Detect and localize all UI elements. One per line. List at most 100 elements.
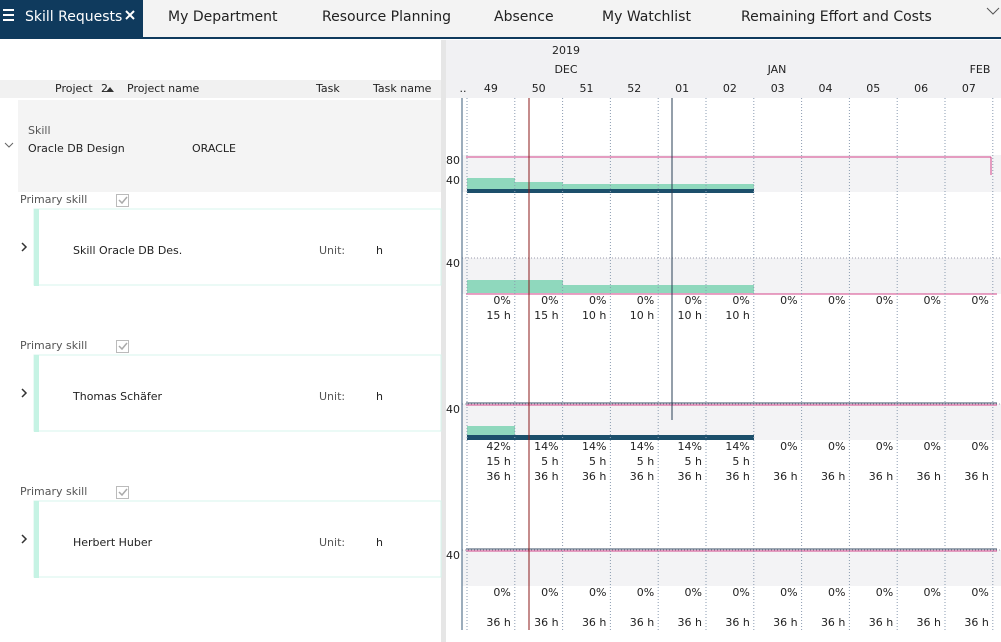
load-value: 0%: [636, 586, 655, 599]
demand-bar: [563, 184, 754, 191]
column-header[interactable]: Task name: [373, 82, 432, 95]
load-value: 0%: [923, 440, 941, 453]
scale-label: 80: [446, 154, 460, 167]
unit: h: [376, 390, 383, 403]
resource-name[interactable]: Skill Oracle DB Des.: [73, 244, 183, 257]
week-label: 06: [914, 82, 929, 95]
unit-label: Unit:: [319, 390, 346, 403]
group-label: Skill: [28, 124, 51, 137]
capacity-value: 36 h: [820, 470, 846, 483]
requested-value: 10 h: [725, 309, 750, 322]
capacity-value: 36 h: [677, 470, 702, 483]
load-value: 14%: [581, 440, 607, 453]
load-value: 0%: [780, 586, 798, 599]
primary-skill-label: Primary skill: [20, 485, 88, 498]
active-tab[interactable]: [0, 0, 143, 38]
capacity-value: 36 h: [725, 616, 750, 629]
capacity-value: 36 h: [534, 616, 559, 629]
tab[interactable]: Resource Planning: [322, 9, 451, 25]
demand-bar: [515, 182, 563, 191]
tab[interactable]: Skill Requests: [25, 9, 123, 25]
unit: h: [376, 536, 383, 549]
load-value: 0%: [541, 586, 559, 599]
capacity-value: 36 h: [773, 470, 798, 483]
demand-bar: [563, 285, 754, 293]
requested-value: 15 h: [486, 309, 511, 322]
load-value: 0%: [541, 294, 559, 307]
week-label: 50: [531, 82, 546, 95]
load-value: 0%: [636, 294, 655, 307]
scale-label: 40: [446, 549, 460, 562]
expand-icon: [21, 388, 28, 398]
row-panel: [33, 354, 442, 432]
load-value: 0%: [875, 440, 894, 453]
load-value: 0%: [971, 440, 989, 453]
menu-icon[interactable]: [3, 9, 14, 21]
sort-arrow[interactable]: [106, 87, 114, 92]
load-value: 0%: [875, 586, 894, 599]
load-value: 0%: [827, 294, 846, 307]
load-value: 0%: [875, 294, 894, 307]
capacity-value: 36 h: [916, 616, 941, 629]
column-header[interactable]: Project name: [127, 82, 200, 95]
capacity-value: 36 h: [581, 470, 607, 483]
tab-overflow[interactable]: [986, 7, 1000, 15]
requested-value: 5 h: [636, 455, 655, 468]
row-accent: [34, 209, 39, 286]
month-label: DEC: [554, 63, 578, 76]
demand-bar: [467, 178, 515, 191]
load-value: 0%: [971, 294, 989, 307]
unit-label: Unit:: [319, 244, 346, 257]
load-value: 0%: [588, 294, 607, 307]
expand-icon: [21, 534, 28, 544]
checkbox: [116, 486, 129, 499]
year-label: 2019: [552, 44, 580, 57]
month-label: FEB: [969, 63, 991, 76]
requested-value: 5 h: [541, 455, 559, 468]
capacity-value: 36 h: [677, 616, 702, 629]
load-value: 14%: [677, 440, 702, 453]
tab[interactable]: Remaining Effort and Costs: [741, 9, 932, 25]
band: [462, 550, 1001, 586]
tab[interactable]: My Watchlist: [602, 9, 691, 25]
checkmark: [118, 342, 128, 351]
month-label: JAN: [767, 63, 787, 76]
load-value: 0%: [732, 294, 750, 307]
load-value: 42%: [486, 440, 511, 453]
tab[interactable]: Absence: [494, 9, 554, 25]
load-value: 0%: [923, 294, 941, 307]
load-value: 0%: [493, 294, 511, 307]
load-value: 0%: [827, 440, 846, 453]
row-accent: [34, 501, 39, 578]
capacity-value: 36 h: [534, 470, 559, 483]
week-label: ..: [459, 82, 467, 95]
requested-value: 10 h: [581, 309, 607, 322]
primary-skill-label: Primary skill: [20, 339, 88, 352]
capacity-value: 36 h: [629, 470, 655, 483]
load-value: 0%: [684, 586, 702, 599]
checkmark: [118, 196, 128, 205]
checkbox: [116, 340, 129, 353]
collapse-icon[interactable]: [4, 142, 14, 148]
requested-value: 15 h: [486, 455, 511, 468]
unit-label: Unit:: [319, 536, 346, 549]
capacity-value: 36 h: [868, 616, 894, 629]
scale-label: 40: [446, 403, 460, 416]
resource-name[interactable]: Herbert Huber: [73, 536, 153, 549]
resource-name[interactable]: Thomas Schäfer: [73, 390, 163, 403]
capacity-value: 36 h: [581, 616, 607, 629]
load-value: 0%: [780, 440, 798, 453]
tab[interactable]: My Department: [168, 9, 278, 25]
project-name: ORACLE: [192, 142, 236, 155]
unit: h: [376, 244, 383, 257]
column-header[interactable]: 2: [101, 82, 108, 95]
column-header[interactable]: Project: [55, 82, 93, 95]
requested-value: 10 h: [677, 309, 702, 322]
scale-label: 40: [446, 174, 460, 187]
close-icon[interactable]: [125, 10, 135, 20]
capacity-value: 36 h: [964, 470, 989, 483]
load-value: 0%: [684, 294, 702, 307]
column-header[interactable]: Task: [316, 82, 340, 95]
